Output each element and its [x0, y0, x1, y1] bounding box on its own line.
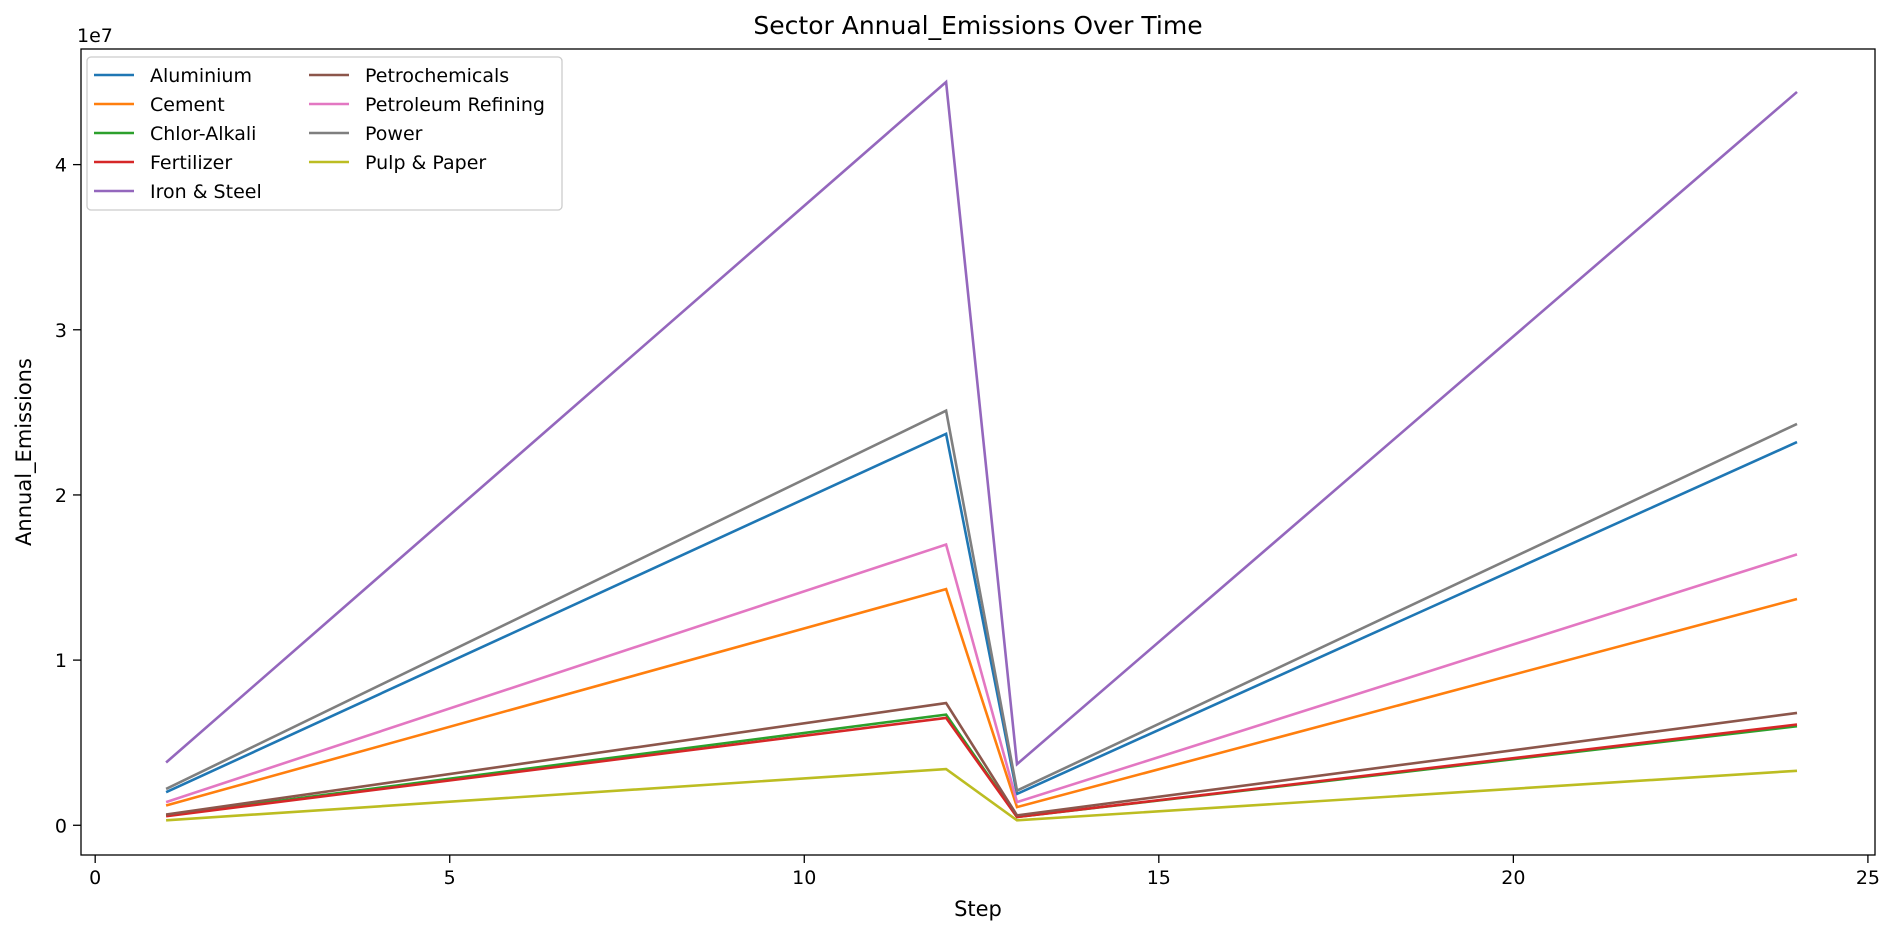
series-layer — [165, 79, 1798, 822]
x-axis-ticks: 0 5 10 15 20 25 — [89, 855, 1880, 889]
y-axis-multiplier: 1e7 — [77, 25, 113, 47]
series-line-fertilizer — [165, 716, 1798, 819]
x-tick-label: 25 — [1856, 867, 1880, 889]
series-line-power — [165, 408, 1798, 793]
legend-label-iron-steel: Iron & Steel — [150, 181, 262, 203]
legend-label-aluminium: Aluminium — [150, 65, 252, 87]
legend: Aluminium Cement Chlor-Alkali Fertilizer Iro… — [86, 56, 563, 211]
series-line-pulp-paper — [166, 767, 1798, 822]
legend-label-pulp-paper: Pulp & Paper — [365, 152, 486, 174]
series-line-cement — [165, 587, 1798, 809]
legend-label-fertilizer: Fertilizer — [150, 152, 232, 174]
y-tick-label: 0 — [55, 815, 67, 837]
x-tick-label: 10 — [792, 867, 816, 889]
y-tick-label: 4 — [55, 155, 67, 177]
plot-frame — [80, 48, 1876, 856]
x-tick-label: 15 — [1147, 867, 1171, 889]
y-axis-title: Annual_Emissions — [12, 358, 37, 546]
y-axis-ticks: 0 1 2 3 4 — [55, 155, 81, 837]
legend-label-chlor-alkali: Chlor-Alkali — [150, 123, 256, 145]
x-tick-label: 5 — [444, 867, 456, 889]
y-tick-label: 3 — [55, 320, 67, 342]
y-tick-label: 2 — [55, 485, 67, 507]
legend-label-petroleum-refining: Petroleum Refining — [365, 94, 545, 116]
series-line-petroleum-refining — [165, 542, 1798, 804]
x-tick-label: 0 — [89, 867, 101, 889]
chart-title: Sector Annual_Emissions Over Time — [753, 11, 1202, 40]
series-line-aluminium — [165, 431, 1798, 796]
x-axis-title: Step — [954, 897, 1002, 921]
legend-label-cement: Cement — [150, 94, 225, 116]
legend-label-petrochemicals: Petrochemicals — [365, 65, 509, 87]
series-line-petrochemicals — [165, 701, 1798, 817]
y-tick-label: 1 — [55, 650, 67, 672]
x-tick-label: 20 — [1501, 867, 1525, 889]
legend-label-power: Power — [365, 123, 423, 145]
series-line-iron-steel — [165, 79, 1798, 767]
